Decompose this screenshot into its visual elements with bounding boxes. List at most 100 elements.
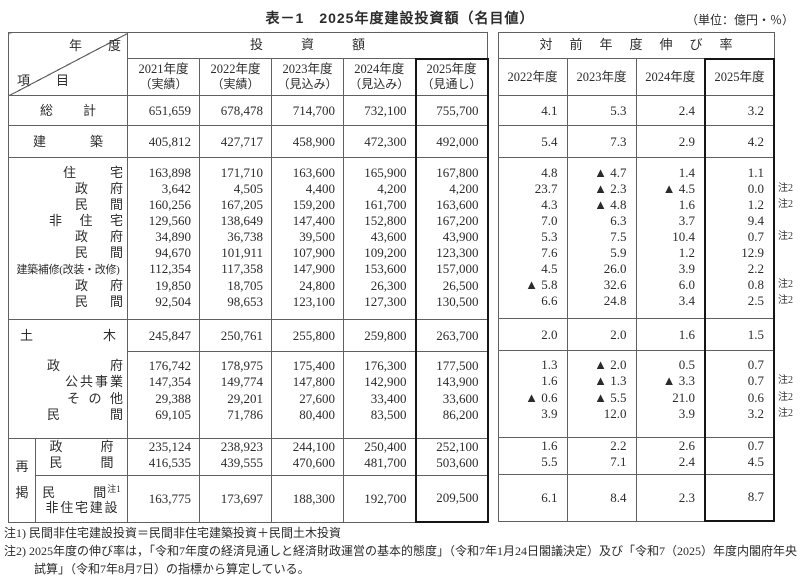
note-column-spacer [774, 33, 800, 59]
rate-cell: 1.2 [703, 196, 776, 213]
rate-cell: 3.9 [497, 405, 567, 438]
value-cell: 33,600 [414, 390, 489, 407]
table-row: 4.1 5.3 2.4 3.2 [497, 95, 800, 126]
value-cell: 165,900 [343, 157, 416, 181]
rate-cell: ▲ 1.3 [566, 372, 636, 390]
value-cell: 250,400 [343, 438, 416, 455]
value-cell: 492,000 [414, 125, 489, 158]
rate-cell: 1.6 [635, 318, 705, 351]
rate-cell: 3.2 [703, 405, 776, 438]
rate-cell: 6.3 [566, 212, 636, 229]
table-row: 再掲 政府 235,124 238,923 244,100 250,400 252,100 [8, 438, 489, 523]
note-marker [774, 351, 800, 373]
note-marker [774, 261, 800, 277]
value-cell: 149,774 [199, 373, 272, 391]
note-marker [774, 438, 800, 455]
rate-cell: 1.2 [635, 244, 705, 261]
rate-cell: 1.1 [703, 157, 776, 181]
rate-cell: 10.4 [635, 228, 705, 245]
value-cell: 24,800 [271, 277, 344, 294]
table-row: その他 29,388 29,201 27,600 33,400 33,600 [8, 390, 489, 407]
rate-cell: 4.3 [497, 196, 567, 213]
rate-cell: 2.4 [635, 95, 705, 126]
value-cell: 161,700 [343, 196, 416, 213]
column-header: 2023年度 [566, 58, 636, 96]
rate-cell: 7.6 [497, 244, 567, 261]
table-row: 非住宅 129,560 138,649 147,400 152,800 167,200 [8, 212, 489, 229]
row-label: 民間注1 非住宅建設 [35, 474, 128, 523]
rate-cell: 2.4 [635, 454, 705, 474]
row-label: 建築 [8, 125, 128, 158]
value-cell: 69,105 [127, 406, 200, 439]
value-cell: 755,700 [414, 95, 489, 126]
value-cell: 405,812 [127, 125, 200, 158]
table-row: 4.3 ▲ 4.8 1.6 1.2 注2 [497, 196, 800, 213]
value-cell: 153,600 [343, 260, 416, 278]
rate-cell: 1.6 [497, 437, 567, 454]
table-row: 総計 651,659 678,478 714,700 732,100 755,700 [8, 95, 489, 126]
rate-cell: 2.0 [497, 318, 567, 351]
value-cell: 176,300 [343, 351, 416, 374]
table-row: 1.6 ▲ 1.3 ▲ 3.3 0.7 注2 [497, 372, 800, 390]
value-cell: 163,600 [271, 157, 344, 181]
note-marker [774, 245, 800, 261]
rate-cell: 2.5 [703, 292, 776, 319]
rate-cell: ▲ 2.3 [566, 180, 636, 197]
rate-cell: 7.1 [566, 454, 636, 474]
value-cell: 472,300 [343, 125, 416, 158]
value-cell: 470,600 [271, 455, 344, 475]
note-marker: 注2 [778, 407, 794, 419]
value-cell: 34,890 [127, 228, 200, 245]
value-cell: 147,800 [271, 373, 344, 391]
note-marker: 注2 [778, 230, 794, 242]
table-row: 4.5 26.0 3.9 2.2 [497, 260, 800, 277]
row-label: 公共事業 [8, 373, 128, 391]
table-row: 政府 34,890 36,738 39,500 43,600 43,900 [8, 228, 489, 245]
note-marker: 注2 [778, 278, 794, 290]
value-cell: 259,800 [343, 319, 416, 352]
row-label: 住宅 [8, 157, 128, 181]
growth-rate-table: 対前年度伸び率 2022年度 2023年度 2024年度 2025年度 4.1 5… [497, 32, 800, 522]
rate-cell: 24.8 [566, 292, 636, 319]
rate-cell: 12.9 [703, 244, 776, 261]
row-label: 非住宅 [8, 212, 128, 229]
table-row: 建築 405,812 427,717 458,900 472,300 492,000 [8, 125, 489, 158]
rate-cell: 0.7 [703, 228, 776, 245]
rate-cell: 3.9 [635, 260, 705, 277]
row-label: 民間 [8, 406, 128, 439]
value-cell: 171,710 [199, 157, 272, 181]
rate-cell: 0.0 [703, 180, 776, 197]
column-header: 2023年度 （見込み） [271, 58, 344, 96]
table-row: 3.9 12.0 3.9 3.2 注2 [497, 405, 800, 438]
table-row: 政府 3,642 4,505 4,400 4,200 4,200 [8, 180, 489, 197]
footnote-2: 注2) 2025年度の伸び率は，「令和7年度の経済見通しと経済財政運営の基本的態… [4, 544, 798, 576]
row-label: 政府 [8, 351, 128, 374]
table-row: 5.4 7.3 2.9 4.2 [497, 125, 800, 158]
value-cell: 19,850 [127, 277, 200, 294]
value-cell: 36,738 [199, 228, 272, 245]
rate-cell: 26.0 [566, 260, 636, 277]
value-cell: 94,670 [127, 244, 200, 261]
row-label: 政府 [35, 438, 128, 455]
table-row: 政府 19,850 18,705 24,800 26,300 26,500 [8, 277, 489, 294]
rate-cell: 8.7 [703, 473, 776, 522]
investment-table: 年度 項目 投資額 2021年度 （実績） 2022年度 （実績） 2023年度 （見… [8, 32, 489, 523]
value-cell: 147,354 [127, 373, 200, 391]
value-cell: 43,900 [414, 228, 489, 245]
value-cell: 83,500 [343, 406, 416, 439]
row-label: 政府 [8, 277, 128, 294]
table-row: 7.6 5.9 1.2 12.9 [497, 244, 800, 261]
rate-cell: 1.5 [703, 318, 776, 351]
rate-cell: ▲ 3.3 [635, 372, 705, 390]
table-row: 民間注1 非住宅建設 163,775 173,697 188,300 192,700 209… [9, 474, 489, 523]
rate-cell: 0.7 [703, 437, 776, 454]
rate-cell: 7.0 [497, 212, 567, 229]
value-cell: 26,300 [343, 277, 416, 294]
value-cell: 4,200 [343, 180, 416, 197]
value-cell: 163,600 [414, 196, 489, 213]
value-cell: 112,354 [127, 260, 200, 278]
rate-cell: 4.8 [497, 157, 567, 181]
value-cell: 86,200 [414, 406, 489, 439]
value-cell: 678,478 [199, 95, 272, 126]
rate-cell: 5.4 [497, 125, 567, 158]
